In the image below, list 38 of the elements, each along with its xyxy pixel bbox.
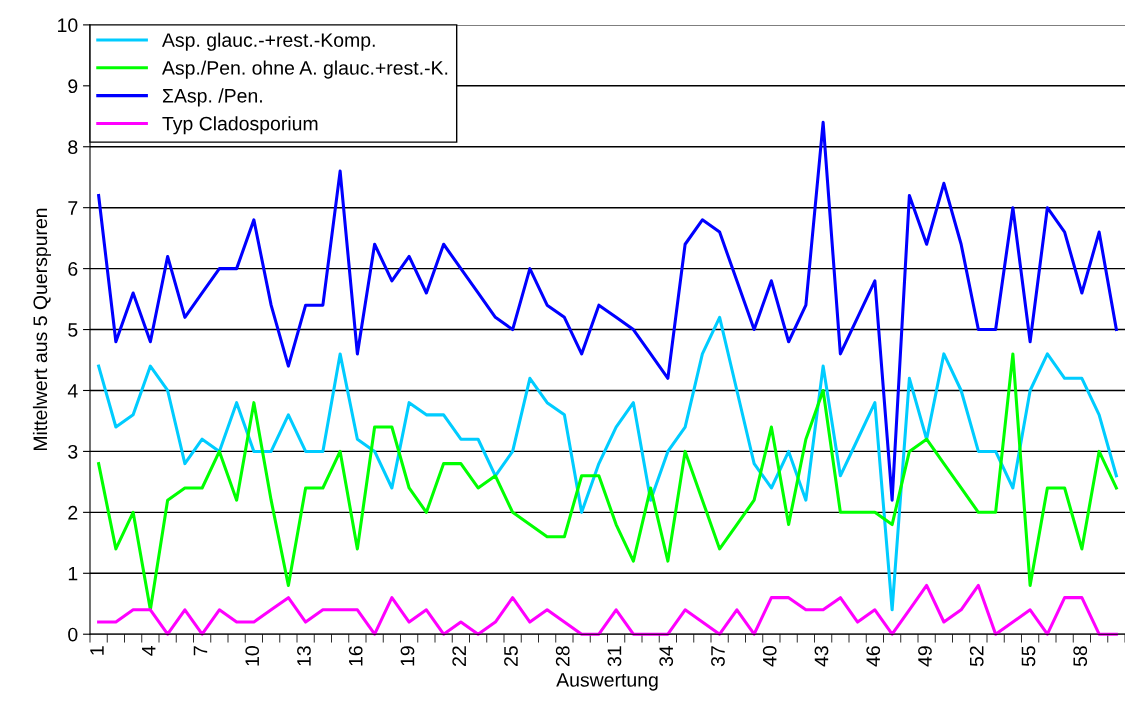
y-tick-label: 4	[67, 384, 78, 398]
x-tick-label: 25	[504, 646, 518, 666]
x-tick-label: 46	[866, 646, 881, 667]
legend-label: Typ Cladosporium	[162, 116, 318, 135]
x-axis-title: Auswertung	[556, 673, 658, 691]
line-series	[97, 583, 1118, 636]
x-tick-label: 7	[193, 646, 208, 656]
legend-label: Asp./Pen. ohne A. glauc.+rest.-K.	[161, 60, 448, 79]
x-tick-label: 4	[142, 645, 156, 656]
x-tick-label: 1	[90, 646, 104, 655]
legend-label: Asp. glauc.-+rest.-Komp.	[161, 32, 375, 51]
y-tick-label: 9	[68, 79, 78, 94]
y-tick-label: 3	[68, 444, 78, 459]
x-tick-label: 10	[245, 646, 260, 666]
y-tick-label: 1	[68, 566, 78, 581]
y-tick-label: 0	[68, 627, 78, 642]
legend-label: ΣAsp. /Pen.	[162, 88, 262, 107]
x-tick-label: 58	[1073, 646, 1088, 667]
x-tick-label: 49	[918, 646, 932, 667]
y-tick-label: 2	[68, 505, 78, 520]
x-tick-label: 19	[400, 646, 415, 666]
y-tick-label: 8	[68, 140, 78, 154]
x-tick-label: 22	[452, 646, 466, 666]
x-tick-label: 13	[297, 646, 311, 666]
x-tick-label: 52	[969, 646, 984, 667]
y-tick-label: 6	[68, 262, 78, 276]
x-tick-label: 37	[711, 646, 725, 667]
y-tick-label: 10	[58, 18, 78, 33]
x-tick-label: 31	[607, 646, 622, 667]
x-tick-label: 28	[555, 646, 570, 666]
y-axis-title: Mittelwert aus 5 Querspuren	[32, 208, 52, 451]
x-tick-label: 55	[1021, 646, 1036, 667]
x-tick-label: 43	[814, 646, 829, 667]
y-tick-label: 5	[68, 323, 78, 337]
x-tick-label: 40	[762, 646, 777, 667]
y-tick-label: 7	[68, 201, 78, 215]
x-tick-label: 16	[348, 646, 363, 666]
x-tick-label: 34	[659, 645, 674, 667]
